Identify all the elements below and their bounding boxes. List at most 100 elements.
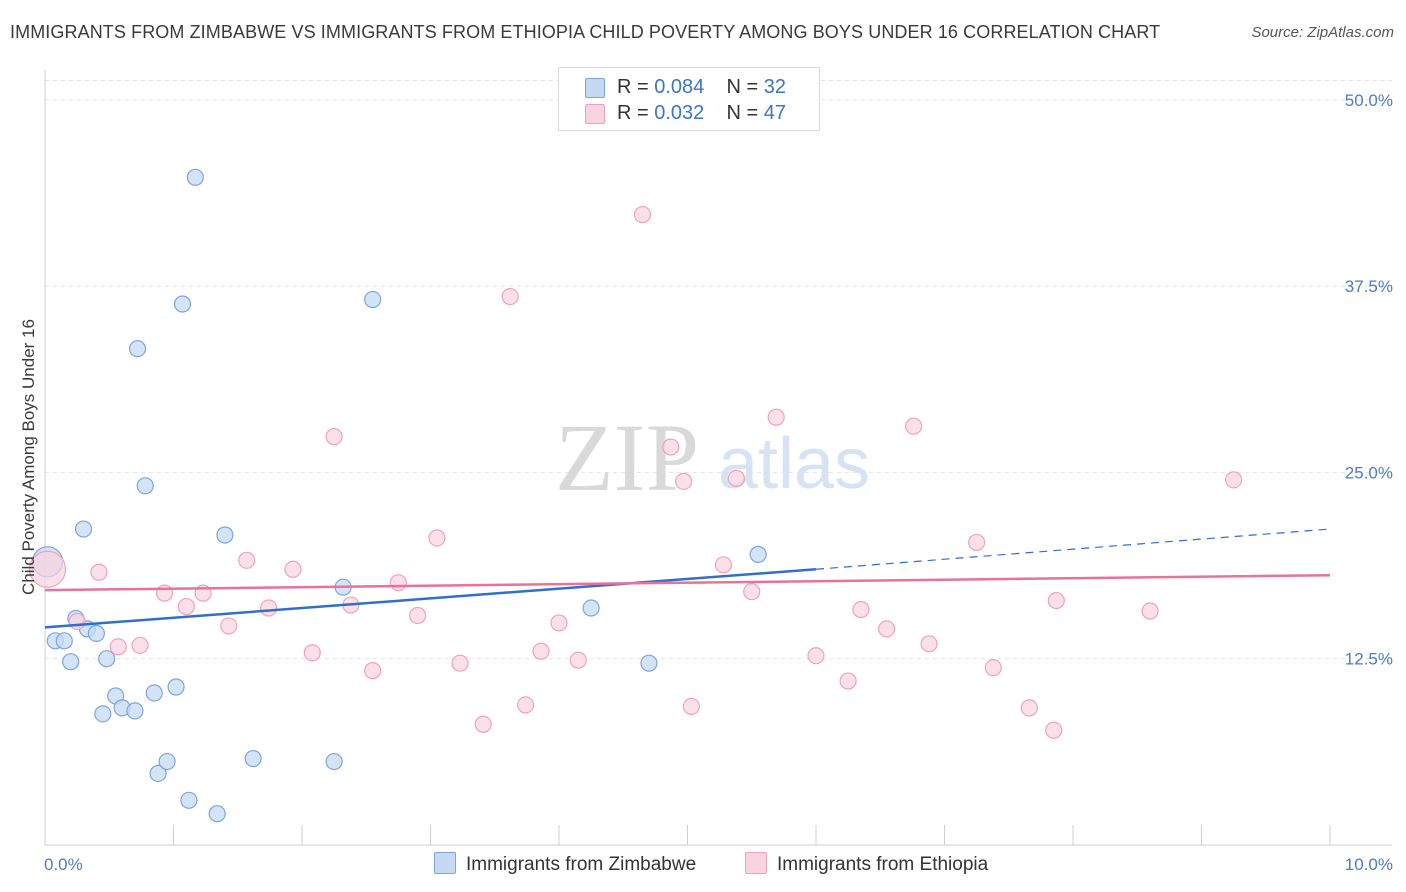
zimbabwe-point <box>167 678 185 696</box>
zimbabwe-point <box>55 632 73 650</box>
ethiopia-point <box>550 614 568 632</box>
correlation-legend: R = 0.084 N = 32 R = 0.032 N = 47 <box>558 67 820 131</box>
ethiopia-point <box>177 597 195 616</box>
zimbabwe-trend-extension <box>815 528 1331 570</box>
y-tick-label: 25.0% <box>1345 463 1393 482</box>
ethiopia-point <box>284 560 302 578</box>
series-legend-zimbabwe: Immigrants from Zimbabwe <box>434 852 696 876</box>
source-label: Source: ZipAtlas.com <box>1251 24 1394 41</box>
legend-r-value-ethiopia: 0.032 <box>654 102 705 124</box>
zimbabwe-point <box>145 684 163 702</box>
watermark-zip: ZIP <box>555 404 699 511</box>
ethiopia-point <box>852 600 870 619</box>
ethiopia-point <box>303 644 321 662</box>
zimbabwe-point <box>74 520 93 538</box>
ethiopia-point <box>220 617 238 635</box>
zimbabwe-point <box>87 624 106 642</box>
series-label-ethiopia: Immigrants from Ethiopia <box>777 854 989 875</box>
y-tick-label: 12.5% <box>1345 650 1393 669</box>
zimbabwe-point <box>186 168 204 186</box>
trend-lines <box>44 528 1331 629</box>
ethiopia-point <box>409 606 427 625</box>
gridlines <box>45 79 1392 660</box>
ethiopia-point <box>1141 602 1159 620</box>
ethiopia-point <box>501 287 519 306</box>
zimbabwe-point <box>149 764 167 783</box>
ethiopia-point <box>1047 591 1065 610</box>
zimbabwe-trend-line <box>44 568 817 629</box>
ethiopia-point <box>389 574 407 592</box>
ethiopia-point <box>920 635 938 653</box>
ethiopia-point <box>109 638 127 656</box>
ethiopia-point <box>968 533 986 552</box>
ethiopia-point <box>428 529 446 547</box>
zimbabwe-point <box>180 791 198 809</box>
ethiopia-point <box>364 662 382 680</box>
legend-r-value-zimbabwe: 0.084 <box>654 76 705 98</box>
ethiopia-point <box>451 654 469 672</box>
ethiopia-points <box>28 205 1243 739</box>
ethiopia-point <box>807 647 825 665</box>
ethiopia-point <box>569 651 587 669</box>
zimbabwe-point <box>640 654 658 672</box>
chart-title: IMMIGRANTS FROM ZIMBABWE VS IMMIGRANTS F… <box>10 22 1161 42</box>
ethiopia-point <box>238 551 256 569</box>
legend-r-label: R = <box>617 102 655 124</box>
watermark: ZIP atlas <box>555 404 870 511</box>
ethiopia-point <box>325 428 343 446</box>
ethiopia-point <box>662 438 680 456</box>
tick-labels: 12.5% 25.0% 37.5% 50.0% 0.0% 10.0% <box>44 91 1393 874</box>
ethiopia-point <box>727 469 745 487</box>
zimbabwe-point <box>216 526 234 544</box>
zimbabwe-point <box>582 599 600 617</box>
zimbabwe-point <box>62 653 80 671</box>
ethiopia-point <box>1225 471 1243 489</box>
ethiopia-point <box>633 205 652 224</box>
ethiopia-point <box>474 715 492 733</box>
series-swatch-zimbabwe <box>434 852 456 874</box>
ethiopia-point <box>1045 721 1063 739</box>
zimbabwe-point <box>98 650 116 668</box>
legend-n-label: N = <box>726 102 764 124</box>
legend-n-value-ethiopia: 47 <box>763 102 787 124</box>
ethiopia-point <box>839 672 857 690</box>
ethiopia-point <box>28 550 67 588</box>
ethiopia-point <box>878 620 896 638</box>
ethiopia-point <box>743 583 761 601</box>
ethiopia-point <box>675 472 693 490</box>
zimbabwe-point <box>158 752 176 771</box>
ethiopia-point <box>905 417 923 435</box>
series-label-zimbabwe: Immigrants from Zimbabwe <box>466 854 697 875</box>
watermark-atlas: atlas <box>718 424 870 504</box>
x-tick-label-min: 0.0% <box>44 855 83 874</box>
axes <box>44 70 1392 846</box>
ethiopia-point <box>90 563 108 581</box>
zimbabwe-point <box>136 477 154 495</box>
zimbabwe-point <box>325 752 343 771</box>
ethiopia-point <box>767 408 785 426</box>
ethiopia-point <box>682 697 700 715</box>
legend-n-label: N = <box>726 76 764 98</box>
legend-swatch-zimbabwe <box>585 78 605 98</box>
ethiopia-point <box>131 636 149 654</box>
ethiopia-point <box>714 556 733 574</box>
y-axis-label: Child Poverty Among Boys Under 16 <box>19 319 38 595</box>
zimbabwe-point <box>173 295 192 313</box>
legend-swatch-ethiopia <box>585 104 605 124</box>
zimbabwe-point <box>244 749 262 768</box>
legend-n-value-zimbabwe: 32 <box>763 76 787 98</box>
ethiopia-point <box>984 659 1002 677</box>
zimbabwe-point <box>126 702 144 720</box>
ethiopia-point <box>532 642 550 660</box>
ethiopia-trend-line <box>44 573 1331 592</box>
series-swatch-ethiopia <box>745 852 767 874</box>
ethiopia-point <box>259 599 278 617</box>
zimbabwe-point <box>94 705 112 723</box>
zimbabwe-point <box>208 805 226 823</box>
y-tick-label: 50.0% <box>1345 91 1393 110</box>
y-tick-label: 37.5% <box>1345 277 1393 296</box>
legend-r-label: R = <box>617 76 655 98</box>
series-legend-ethiopia: Immigrants from Ethiopia <box>745 852 988 876</box>
zimbabwe-point <box>364 290 382 309</box>
